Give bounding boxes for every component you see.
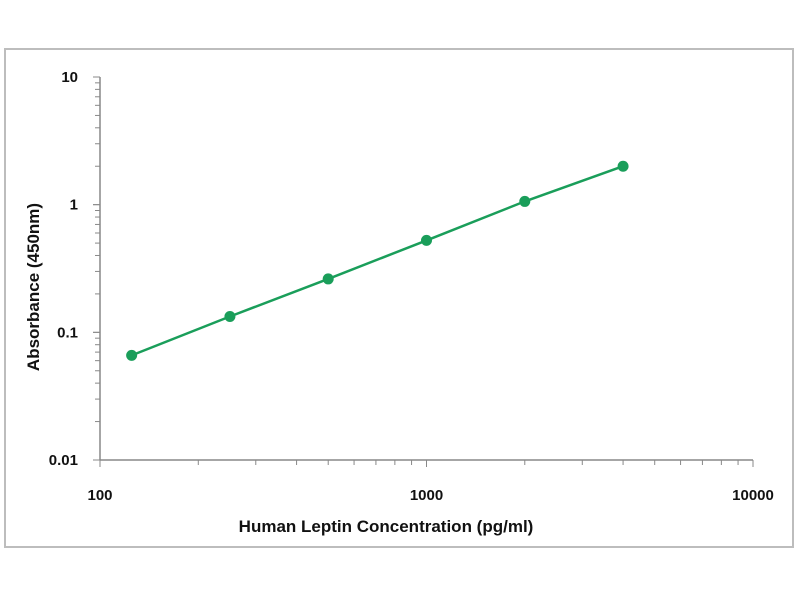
series-line [131, 165, 624, 357]
y-axis-title: Absorbance (450nm) [24, 203, 43, 371]
data-point [421, 234, 432, 246]
data-point [224, 311, 236, 323]
y-minor-ticks [93, 76, 100, 461]
data-point [322, 273, 334, 285]
x-tick-label: 1000 [410, 487, 443, 504]
y-tick-labels: 0.01 0.1 1 10 [49, 69, 78, 469]
y-tick-label: 0.1 [57, 324, 78, 341]
axes [93, 76, 754, 467]
series-layer [126, 160, 629, 361]
chart-frame [4, 48, 794, 548]
y-tick-label: 10 [61, 69, 78, 86]
x-minor-ticks [99, 460, 754, 467]
data-point [617, 160, 629, 172]
x-tick-label: 10000 [732, 487, 774, 504]
y-tick-label: 0.01 [49, 452, 78, 469]
y-tick-label: 1 [70, 197, 78, 214]
x-tick-labels: 100 1000 10000 [87, 487, 773, 504]
x-tick-label: 100 [87, 487, 112, 504]
data-point [126, 349, 138, 361]
data-point [519, 195, 531, 207]
x-axis-title: Human Leptin Concentration (pg/ml) [239, 517, 534, 536]
